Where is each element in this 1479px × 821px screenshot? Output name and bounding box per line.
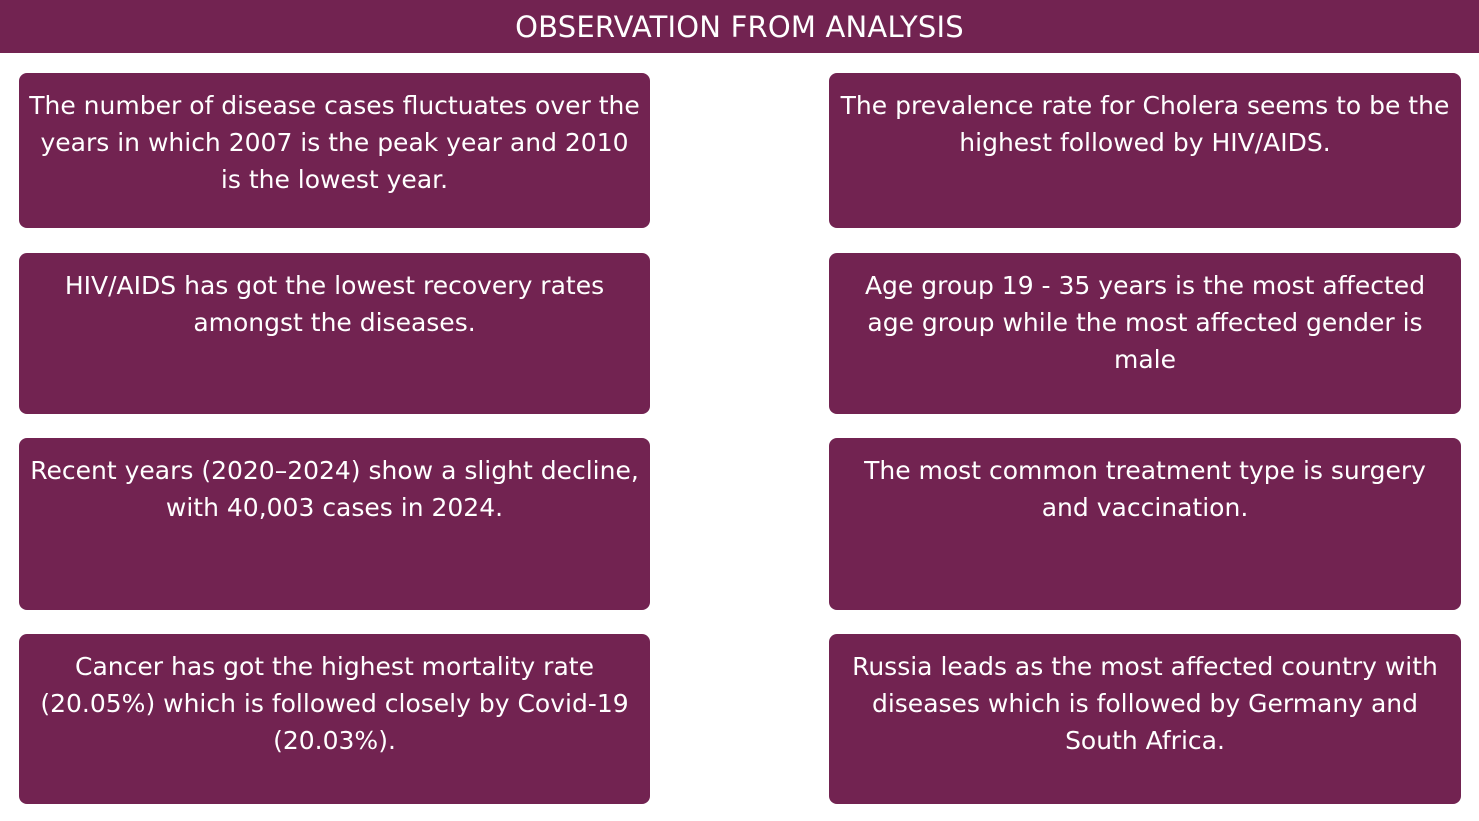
observation-text: The most common treatment type is surger…: [864, 456, 1426, 522]
observation-text: The prevalence rate for Cholera seems to…: [840, 91, 1450, 157]
page-header: OBSERVATION FROM ANALYSIS: [0, 0, 1479, 53]
observation-card-recent-years: Recent years (2020–2024) show a slight d…: [19, 438, 650, 610]
observation-text: Russia leads as the most affected countr…: [852, 652, 1438, 755]
observation-text: Cancer has got the highest mortality rat…: [40, 652, 629, 755]
observation-card-disease-cases-trend: The number of disease cases fluctuates o…: [19, 73, 650, 228]
observation-card-treatment-type: The most common treatment type is surger…: [829, 438, 1461, 610]
observation-card-mortality-rate: Cancer has got the highest mortality rat…: [19, 634, 650, 804]
observation-card-age-gender: Age group 19 - 35 years is the most affe…: [829, 253, 1461, 414]
observation-card-prevalence-rate: The prevalence rate for Cholera seems to…: [829, 73, 1461, 228]
observation-card-recovery-rate: HIV/AIDS has got the lowest recovery rat…: [19, 253, 650, 414]
observation-text: The number of disease cases fluctuates o…: [29, 91, 640, 194]
observation-text: Age group 19 - 35 years is the most affe…: [864, 271, 1426, 374]
observation-text: HIV/AIDS has got the lowest recovery rat…: [64, 271, 605, 337]
page-title: OBSERVATION FROM ANALYSIS: [515, 9, 964, 44]
observation-text: Recent years (2020–2024) show a slight d…: [30, 456, 639, 522]
observation-card-affected-country: Russia leads as the most affected countr…: [829, 634, 1461, 804]
